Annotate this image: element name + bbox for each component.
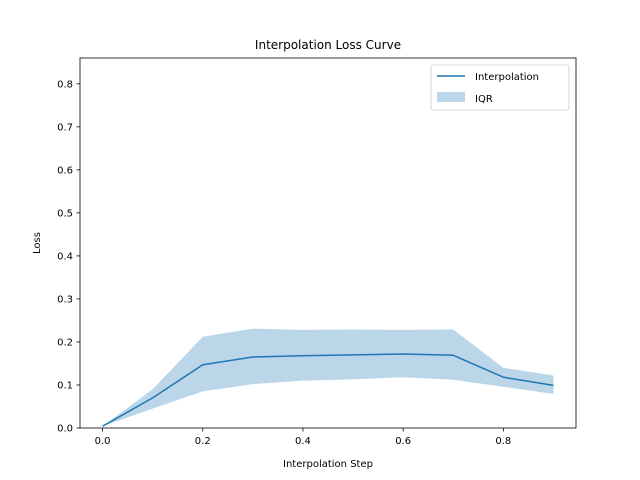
interpolation-line (102, 353, 554, 427)
legend-box (430, 64, 570, 111)
y-tick-label: 0.0 (57, 424, 73, 435)
y-tick-label: 0.3 (57, 294, 73, 305)
legend-interpolation-label: Interpolation (475, 72, 539, 83)
legend-iqr-label: IQR (475, 94, 493, 105)
x-axis: 0.0 0.2 0.4 0.6 0.8 (95, 428, 511, 447)
y-tick-label: 0.6 (57, 165, 73, 176)
x-axis-label: Interpolation Step (283, 459, 373, 470)
legend-iqr-swatch (437, 92, 465, 102)
axes-frame (79, 57, 577, 429)
plot-area (102, 328, 554, 427)
y-tick-label: 0.1 (57, 380, 73, 391)
y-tick-label: 0.4 (57, 251, 73, 262)
y-tick-label: 0.2 (57, 337, 73, 348)
y-tick-label: 0.5 (57, 208, 73, 219)
y-axis: 0.0 0.1 0.2 0.3 0.4 0.5 0.6 0.7 0.8 (57, 79, 80, 435)
y-tick-label: 0.8 (57, 79, 73, 90)
x-tick-label: 0.0 (95, 436, 111, 447)
y-tick-label: 0.7 (57, 122, 73, 133)
x-tick-label: 0.2 (195, 436, 211, 447)
x-tick-label: 0.8 (495, 436, 511, 447)
y-axis-label: Loss (32, 232, 43, 254)
legend: Interpolation IQR (430, 64, 570, 111)
iqr-band (102, 328, 554, 427)
x-tick-label: 0.6 (395, 436, 411, 447)
chart-title: Interpolation Loss Curve (255, 38, 401, 52)
x-tick-label: 0.4 (295, 436, 311, 447)
